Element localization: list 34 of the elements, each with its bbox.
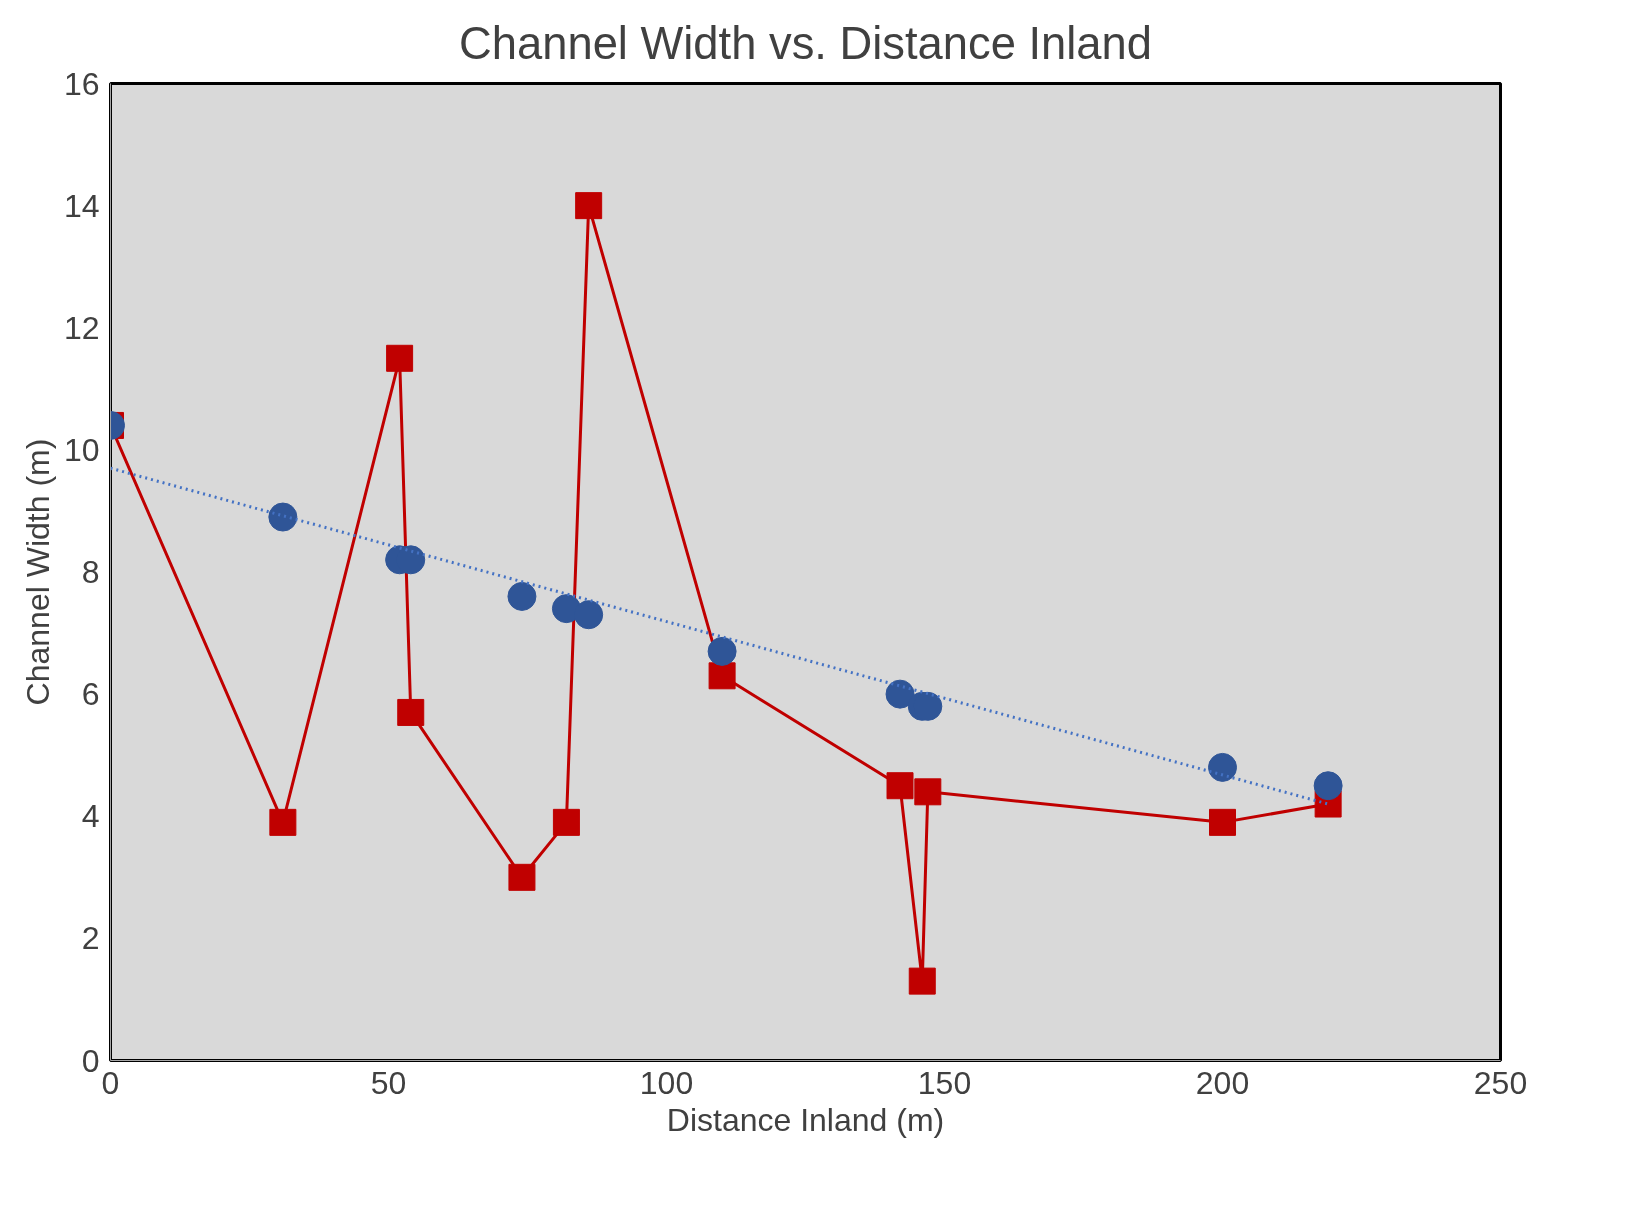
- chart-title: Channel Width vs. Distance Inland: [459, 17, 1152, 69]
- y-tick-label: 4: [81, 798, 100, 835]
- y-tick-label: 10: [63, 431, 100, 468]
- point: [397, 698, 425, 726]
- point: [574, 600, 604, 630]
- point: [268, 502, 298, 532]
- point: [508, 863, 536, 891]
- point: [552, 808, 580, 836]
- point: [575, 192, 603, 220]
- point: [1208, 752, 1237, 782]
- point: [908, 967, 936, 995]
- y-tick-label: 2: [81, 920, 100, 957]
- point: [269, 808, 297, 836]
- point: [507, 581, 537, 611]
- point: [886, 772, 914, 800]
- x-tick-label: 250: [1473, 1064, 1528, 1101]
- y-tick-label: 16: [63, 65, 100, 102]
- point: [1209, 808, 1236, 836]
- x-tick-label: 50: [370, 1064, 407, 1101]
- y-tick-label: 8: [81, 554, 100, 590]
- x-axis-title: Distance Inland (m): [666, 1101, 945, 1138]
- x-tick-label: 200: [1195, 1064, 1250, 1101]
- x-tick-label: 100: [639, 1064, 694, 1101]
- y-axis-title: Channel Width (m): [19, 438, 56, 706]
- point: [386, 344, 414, 372]
- y-tick-label: 14: [63, 187, 100, 224]
- point: [1313, 771, 1343, 801]
- point: [885, 679, 915, 709]
- y-tick-label: 6: [81, 676, 100, 713]
- y-tick-label: 12: [63, 309, 100, 346]
- point: [708, 662, 736, 690]
- point: [707, 636, 737, 666]
- x-tick-label: 150: [917, 1064, 972, 1101]
- point: [914, 778, 942, 806]
